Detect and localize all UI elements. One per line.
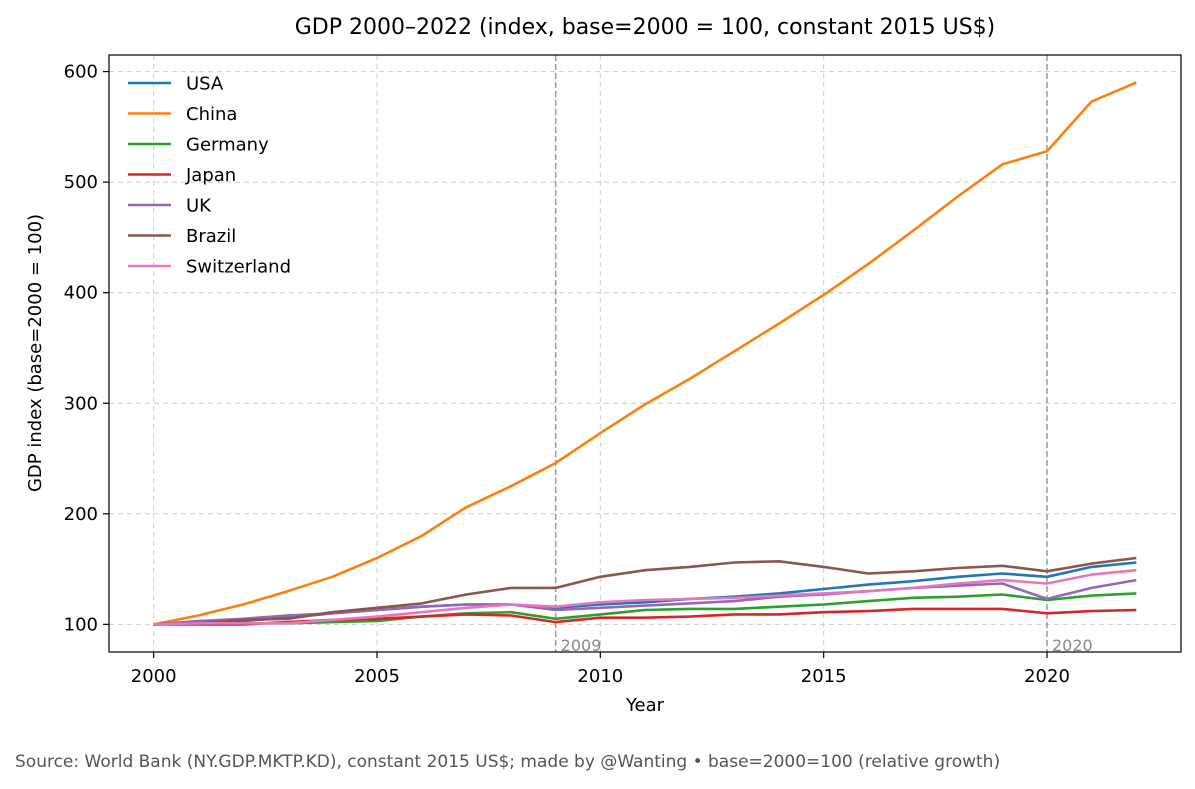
y-tick-label: 100	[64, 614, 98, 635]
legend-label: Germany	[186, 135, 269, 156]
series-line-switzerland	[153, 568, 1137, 626]
legend-label: Japan	[185, 165, 236, 186]
series-line-china	[153, 81, 1137, 626]
y-axis-ticks: 100 200 300 400 500 600	[64, 62, 109, 635]
legend-item: Switzerland	[128, 257, 291, 278]
chart-title: GDP 2000–2022 (index, base=2000 = 100, c…	[295, 15, 996, 40]
x-axis-ticks: 2000 2005 2010 2015 2020	[131, 652, 1070, 687]
legend-item: China	[128, 104, 237, 125]
x-tick-label: 2020	[1024, 666, 1070, 687]
plot-frame	[108, 54, 1182, 653]
legend: USA China Germany Japan UK Brazil Switzerland	[128, 74, 291, 278]
event-line-label: 2009	[561, 636, 602, 655]
y-tick-label: 500	[64, 172, 98, 193]
legend-item: USA	[128, 74, 224, 95]
event-line-label: 2020	[1052, 636, 1093, 655]
series-lines	[153, 81, 1137, 626]
legend-label: China	[186, 104, 237, 125]
legend-label: USA	[186, 74, 224, 95]
legend-item: UK	[128, 196, 212, 217]
legend-item: Japan	[128, 165, 236, 186]
source-note: Source: World Bank (NY.GDP.MKTP.KD), con…	[15, 752, 1001, 772]
legend-label: Switzerland	[186, 257, 291, 278]
x-tick-label: 2010	[577, 666, 623, 687]
y-axis-label: GDP index (base=2000 = 100)	[25, 214, 46, 492]
x-tick-label: 2005	[354, 666, 400, 687]
legend-item: Brazil	[128, 226, 236, 247]
legend-label: Brazil	[186, 226, 236, 247]
y-tick-label: 300	[64, 393, 98, 414]
series-line-germany	[153, 592, 1137, 626]
y-tick-label: 400	[64, 283, 98, 304]
legend-label: UK	[186, 196, 212, 217]
x-tick-label: 2015	[801, 666, 847, 687]
x-tick-label: 2000	[131, 666, 177, 687]
x-axis-label: Year	[625, 695, 665, 716]
event-lines: 2009 2020	[554, 55, 1093, 655]
grid-lines	[109, 55, 1181, 652]
y-tick-label: 200	[64, 504, 98, 525]
y-tick-label: 600	[64, 62, 98, 83]
legend-item: Germany	[128, 135, 269, 156]
series-line-brazil	[153, 556, 1137, 626]
